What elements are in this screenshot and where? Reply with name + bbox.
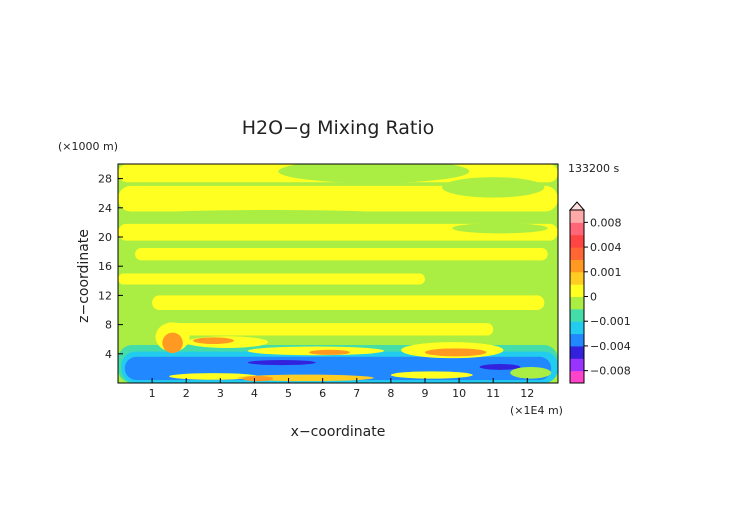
x-tick-label: 6 — [319, 387, 326, 400]
x-tick-label: 5 — [285, 387, 292, 400]
colorbar-label: −0.001 — [590, 315, 631, 328]
x-tick-label: 4 — [251, 387, 258, 400]
field-blob-17 — [162, 332, 183, 354]
heatmap-field — [118, 164, 558, 383]
colorbar-label: −0.004 — [590, 340, 631, 353]
field-blob-24 — [169, 373, 258, 380]
colorbar-segment — [570, 234, 584, 248]
y-tick-label: 24 — [98, 202, 112, 215]
x-axis-ticks: 1 2 3 4 5 6 7 8 9 10 11 12 — [149, 378, 534, 400]
colorbar-label: −0.008 — [590, 365, 631, 378]
x-unit-label: (×1E4 m) — [510, 404, 563, 417]
time-label: 133200 s — [568, 162, 619, 175]
field-blob-19 — [193, 337, 234, 344]
y-tick-label: 4 — [105, 348, 112, 361]
x-tick-label: 2 — [183, 387, 190, 400]
field-blob-23 — [424, 348, 487, 357]
x-tick-label: 7 — [353, 387, 360, 400]
chart-title: H2O−g Mixing Ratio — [242, 117, 434, 139]
x-tick-label: 10 — [452, 387, 466, 400]
x-tick-label: 8 — [387, 387, 394, 400]
field-blob-28 — [510, 366, 552, 379]
x-tick-label: 12 — [520, 387, 534, 400]
colorbar-segment — [570, 247, 584, 260]
field-band-1 — [118, 185, 558, 212]
y-tick-label: 12 — [98, 289, 112, 302]
field-blob-8 — [442, 177, 545, 198]
x-axis-label: x−coordinate — [291, 424, 386, 440]
y-tick-label: 8 — [105, 319, 112, 332]
x-tick-label: 3 — [217, 387, 224, 400]
colorbar-cap — [568, 201, 586, 211]
field-blob-9 — [135, 209, 408, 221]
y-axis-ticks: 4 8 12 16 20 24 28 — [98, 173, 123, 361]
colorbar-label: 0.004 — [590, 241, 622, 254]
colorbar-label: 0.001 — [590, 266, 622, 279]
colorbar-segment — [570, 210, 584, 223]
field-blob-26 — [242, 376, 274, 382]
field-blob-15 — [479, 364, 521, 370]
colorbar-segment — [570, 259, 584, 273]
field-blob-21 — [309, 349, 350, 355]
plot-frame — [117, 163, 559, 384]
field-blob-10 — [452, 223, 548, 234]
field-band-3 — [135, 247, 548, 261]
colorbar-label: 0 — [590, 291, 597, 304]
field-blob-27 — [390, 371, 473, 379]
y-tick-label: 20 — [98, 231, 112, 244]
colorbar-segment — [570, 333, 584, 347]
colorbar-segment — [570, 271, 584, 285]
colorbar-segment — [570, 321, 584, 335]
field-blob-14 — [247, 360, 316, 366]
field-band-4 — [118, 273, 425, 285]
y-axis-label: z−coordinate — [76, 229, 92, 323]
colorbar-segment — [570, 284, 584, 297]
x-tick-label: 1 — [149, 387, 156, 400]
colorbar-label: 0.008 — [590, 216, 622, 229]
colorbar-segment — [570, 308, 584, 322]
field-blob-7 — [278, 164, 470, 183]
x-tick-label: 11 — [486, 387, 500, 400]
field-band-6 — [169, 323, 494, 336]
colorbar-segment — [570, 222, 584, 236]
x-tick-label: 9 — [421, 387, 428, 400]
field-band-5 — [152, 295, 545, 310]
field-band-2 — [118, 223, 558, 241]
y-tick-label: 28 — [98, 173, 112, 186]
colorbar-segment — [570, 296, 584, 310]
colorbar-segment — [570, 370, 584, 384]
y-unit-label: (×1000 m) — [58, 140, 118, 153]
colorbar-segment — [570, 345, 584, 359]
y-tick-label: 16 — [98, 260, 112, 273]
colorbar: 0.008 0.004 0.001 0 −0.001 −0.004 −0.008 — [568, 201, 631, 384]
colorbar-segment — [570, 358, 584, 372]
